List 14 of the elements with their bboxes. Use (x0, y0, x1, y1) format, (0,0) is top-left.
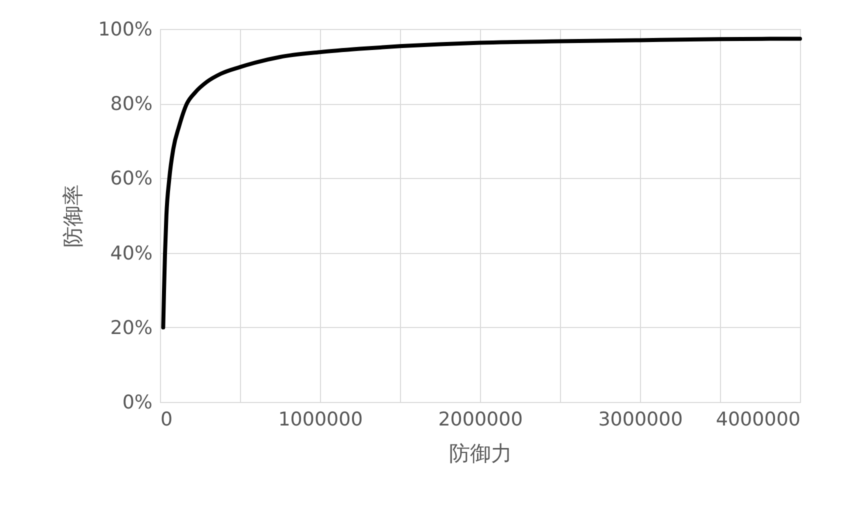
line-series (161, 36, 802, 330)
y-tick-label: 0% (122, 392, 152, 414)
y-tick-label: 100% (98, 18, 152, 40)
y-tick-label: 80% (110, 93, 152, 116)
y-axis-title: 防御率 (61, 184, 86, 248)
x-tick-label: 4000000 (716, 408, 800, 430)
x-tick-label: 1000000 (278, 408, 363, 430)
x-tick-label: 0 (160, 408, 173, 430)
x-tick-label: 3000000 (598, 408, 683, 430)
y-tick-label: 20% (110, 316, 152, 339)
x-axis-title: 防御力 (449, 442, 512, 466)
y-tick-label: 40% (110, 242, 152, 264)
x-tick-label: 2000000 (438, 408, 523, 430)
y-tick-label: 60% (110, 168, 152, 190)
